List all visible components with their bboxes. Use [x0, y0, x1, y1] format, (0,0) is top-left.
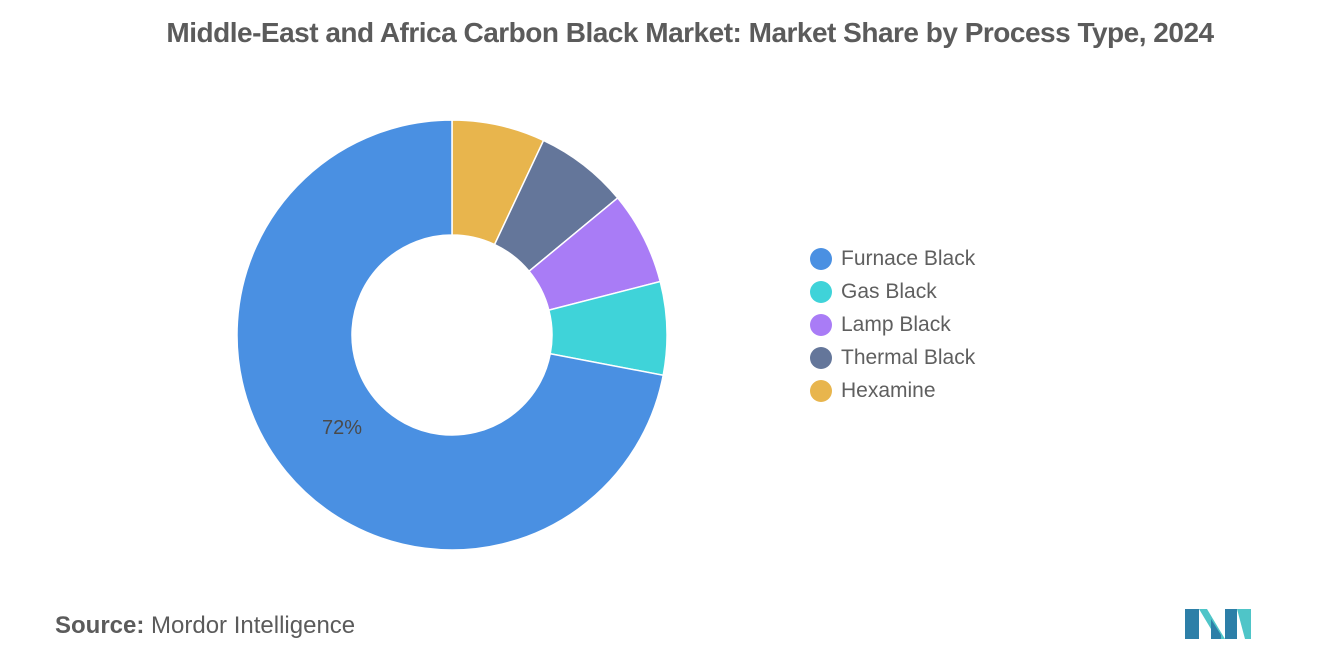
data-label-furnace-black: 72% — [322, 417, 362, 439]
legend-label: Gas Black — [841, 279, 937, 303]
legend-item-hexamine: Hexamine — [810, 374, 975, 407]
legend-item-gas-black: Gas Black — [810, 275, 975, 308]
source-line: Source: Mordor Intelligence — [55, 612, 355, 640]
source-label: Source: — [55, 612, 145, 639]
legend-item-furnace-black: Furnace Black — [810, 242, 975, 275]
slice-furnace-black — [236, 119, 665, 551]
legend-label: Furnace Black — [841, 246, 976, 270]
legend-swatch — [810, 313, 832, 336]
mordor-intelligence-logo-icon — [1185, 609, 1251, 639]
legend-label: Hexamine — [841, 378, 936, 402]
legend-swatch — [810, 247, 832, 270]
legend-swatch — [810, 379, 832, 402]
legend-item-thermal-black: Thermal Black — [810, 341, 975, 374]
legend-swatch — [810, 346, 832, 369]
legend-label: Lamp Black — [841, 312, 951, 336]
source-text: Mordor Intelligence — [151, 612, 356, 639]
chart-title: Middle-East and Africa Carbon Black Mark… — [166, 17, 1214, 48]
legend-label: Thermal Black — [841, 345, 976, 369]
legend-item-lamp-black: Lamp Black — [810, 308, 975, 341]
chart-legend: Furnace Black Gas Black Lamp Black Thermal … — [810, 242, 975, 407]
legend-swatch — [810, 280, 832, 303]
